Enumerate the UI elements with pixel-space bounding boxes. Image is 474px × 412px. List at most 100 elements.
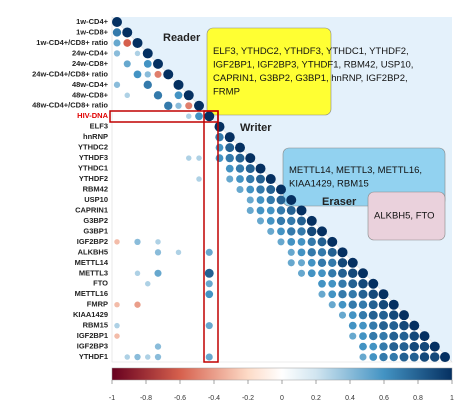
colorbar-tick-label: 0.4 <box>345 395 355 402</box>
corr-cell <box>307 258 316 267</box>
corr-cell <box>123 60 131 68</box>
corr-cell <box>114 301 120 308</box>
corr-cell <box>337 247 348 258</box>
corr-cell <box>195 112 203 121</box>
corr-cell <box>246 174 255 184</box>
row-label: METTL14 <box>75 258 109 267</box>
corr-cell <box>297 227 306 236</box>
corr-cell <box>134 353 141 361</box>
corr-cell <box>379 331 388 341</box>
corr-cell <box>112 17 122 27</box>
corr-cell <box>399 310 409 321</box>
row-label: RBM42 <box>83 185 108 194</box>
corr-cell <box>124 92 130 99</box>
corr-cell <box>368 300 378 310</box>
corr-cell <box>154 343 162 350</box>
row-label: METTL3 <box>79 268 108 277</box>
corr-cell <box>225 153 234 163</box>
corr-cell <box>389 321 399 331</box>
corr-cell <box>368 278 379 289</box>
group-name: Writer <box>240 122 272 134</box>
corr-cell <box>153 91 163 100</box>
row-label: G3BP1 <box>83 226 108 235</box>
corr-cell <box>389 310 399 320</box>
corr-cell <box>215 132 224 142</box>
row-label: RBM15 <box>83 321 108 330</box>
colorbar-tick-label: -1 <box>109 395 115 402</box>
corr-cell <box>114 322 120 329</box>
group-box <box>282 147 446 207</box>
corr-cell <box>318 279 326 288</box>
corr-cell <box>378 299 389 310</box>
corr-cell <box>307 237 316 247</box>
corr-cell <box>328 279 337 288</box>
corr-cell <box>369 321 378 330</box>
corr-cell <box>317 237 327 247</box>
corr-cell <box>267 227 275 235</box>
corr-cell <box>358 268 368 279</box>
corr-cell <box>153 58 163 69</box>
corr-cell <box>429 341 440 352</box>
group-name: Reader <box>163 32 201 44</box>
row-label: 24w-CD4+/CD8+ ratio <box>32 69 108 78</box>
corr-cell <box>317 258 327 267</box>
corr-cell <box>145 281 151 287</box>
corr-cell <box>124 354 130 360</box>
corr-cell <box>307 226 317 237</box>
corr-cell <box>205 353 213 361</box>
corr-cell <box>205 322 213 330</box>
corr-cell <box>378 289 389 300</box>
corr-cell <box>122 27 133 38</box>
corr-cell <box>307 269 316 278</box>
corr-cell <box>134 50 141 57</box>
corr-cell <box>256 206 265 215</box>
row-label: 48w-CD4+/CD8+ ratio <box>32 101 108 110</box>
corr-cell <box>143 80 152 90</box>
group-members: ELF3, YTHDC2, YTHDF3, YTHDC1, YTHDF2, <box>213 46 409 57</box>
corr-cell <box>226 175 234 183</box>
corr-cell <box>154 353 162 361</box>
corr-cell <box>338 300 347 309</box>
row-label: YTHDF2 <box>79 174 108 183</box>
corr-cell <box>214 121 225 132</box>
group-box <box>206 27 332 116</box>
corr-cell <box>318 290 326 298</box>
group-members: IGF2BP1, IGF2BP3, YTHDF1, RBM42, USP10, <box>213 59 413 70</box>
corr-cell <box>338 268 347 278</box>
corr-cell <box>379 352 388 362</box>
corr-cell <box>163 69 174 80</box>
group-members: FRMP <box>213 86 240 97</box>
corr-cell <box>359 321 367 330</box>
corr-cell <box>286 205 296 215</box>
corr-cell <box>286 194 297 205</box>
corr-cell <box>225 164 234 173</box>
colorbar-tick-label: 1 <box>450 395 454 402</box>
corr-cell <box>399 320 409 331</box>
corr-cell <box>277 227 285 236</box>
corr-cell <box>328 258 337 267</box>
corr-cell <box>348 268 358 279</box>
corr-cell <box>419 352 430 362</box>
corr-cell <box>327 236 338 247</box>
corr-cell <box>194 100 204 111</box>
colorbar-tick-label: 0.6 <box>379 395 389 402</box>
corr-cell <box>134 270 141 277</box>
corr-cell <box>388 299 399 310</box>
corr-cell <box>358 300 368 309</box>
corr-cell <box>297 237 306 246</box>
corr-cell <box>266 217 275 225</box>
corr-cell <box>245 164 255 174</box>
corr-cell <box>369 331 378 341</box>
corr-cell <box>256 217 265 225</box>
corr-cell <box>287 237 296 246</box>
corr-cell <box>174 91 183 100</box>
corr-cell <box>276 206 286 215</box>
corr-cell <box>114 239 120 245</box>
corr-cell <box>175 102 182 109</box>
corr-cell <box>389 342 399 352</box>
row-label: 48w-CD4+ <box>72 80 109 89</box>
corr-cell <box>114 333 120 339</box>
corr-cell <box>318 269 326 278</box>
corr-cell <box>205 248 213 256</box>
corr-cell <box>338 311 347 319</box>
